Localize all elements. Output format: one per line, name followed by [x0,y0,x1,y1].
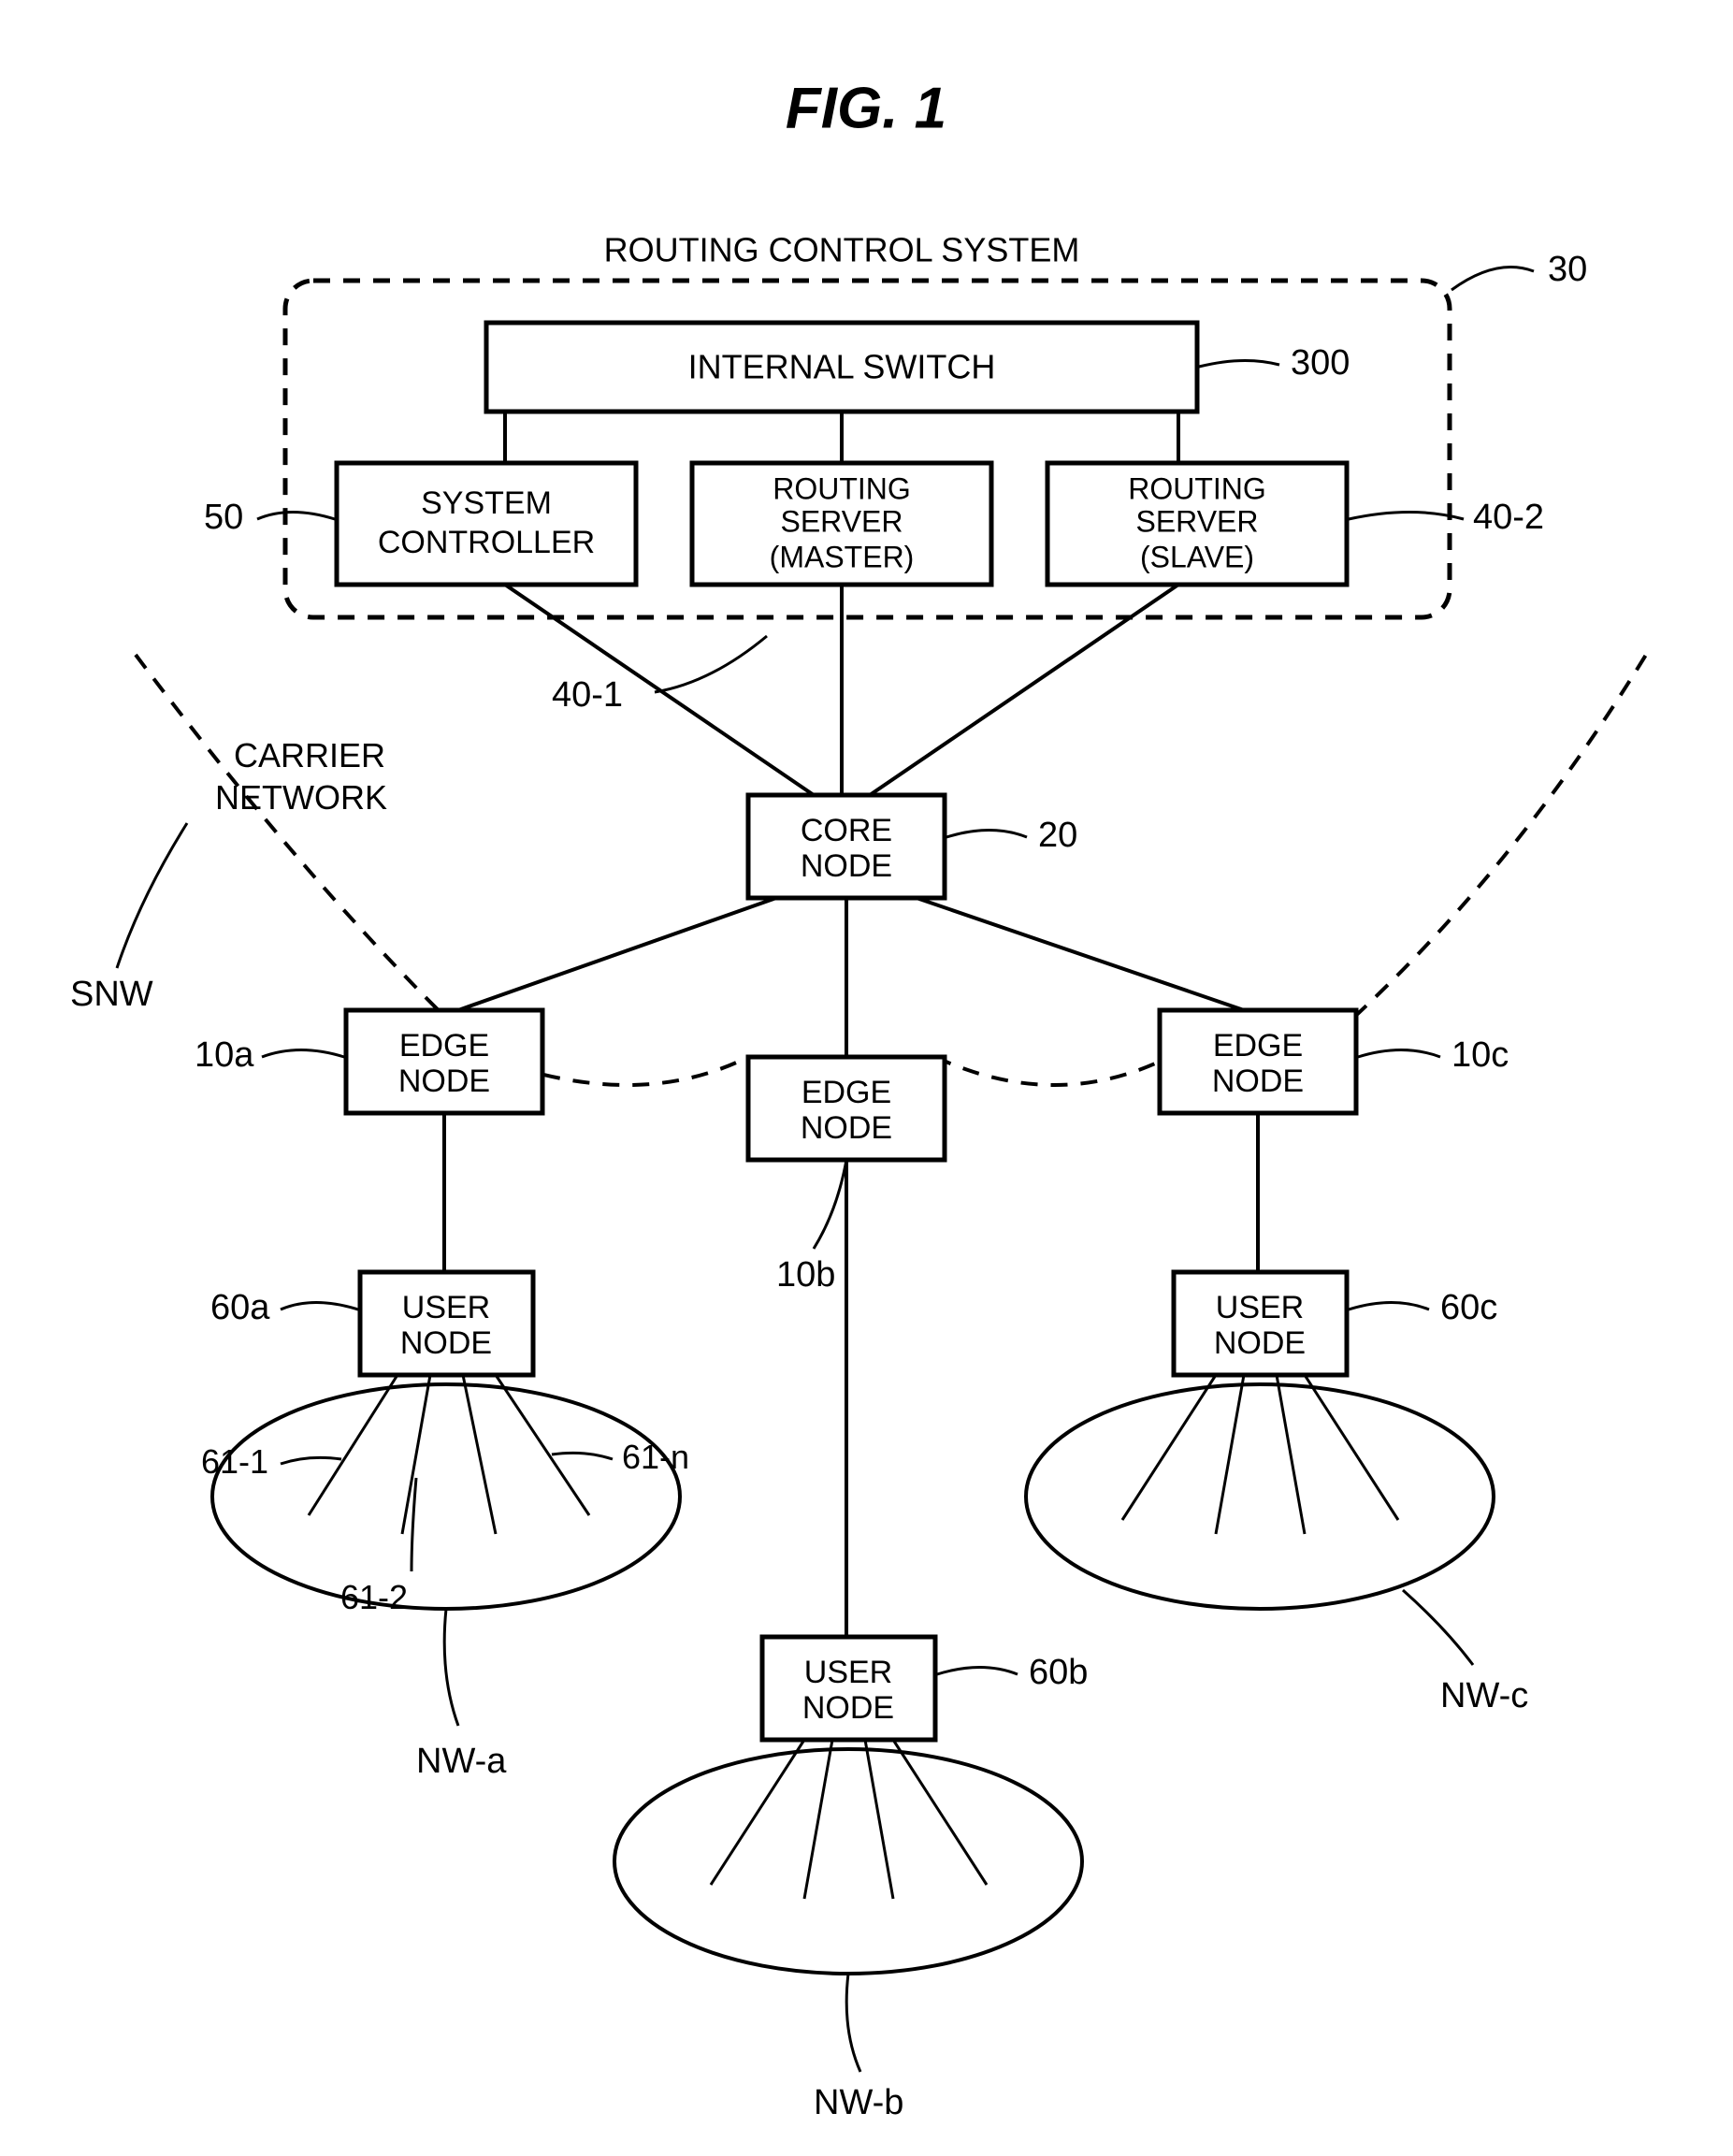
figure-title: FIG. 1 [786,76,946,140]
ref-snw: SNW [70,975,153,1014]
user-b-label-1: USER [804,1655,892,1690]
system-controller-label-2: CONTROLLER [378,525,595,560]
routing-system-title: ROUTING CONTROL SYSTEM [604,231,1080,269]
user-b-label-2: NODE [802,1690,894,1726]
routing-slave-label-2: SERVER [1135,504,1258,538]
internal-switch-label: INTERNAL SWITCH [688,348,996,386]
ref-20: 20 [1038,816,1077,855]
conn-core-ea [458,898,776,1010]
core-node-label-2: NODE [801,848,892,884]
ref-nw-a: NW-a [416,1742,507,1781]
leader-nw-c [1403,1590,1473,1665]
edge-c-label-2: NODE [1212,1064,1304,1099]
leader-10b [814,1160,846,1249]
ref-40-2: 40-2 [1473,498,1544,537]
system-controller-label-1: SYSTEM [421,485,552,521]
user-a-label-2: NODE [400,1325,492,1361]
edge-a-label-2: NODE [398,1064,490,1099]
leader-60b [937,1668,1018,1675]
routing-slave-label-3: (SLAVE) [1140,540,1254,573]
leader-10c [1358,1050,1440,1058]
ref-300: 300 [1291,343,1350,383]
core-node-label-1: CORE [801,813,892,848]
user-c-label-1: USER [1216,1290,1304,1325]
leader-30 [1451,268,1534,291]
figure-svg: FIG. 1 ROUTING CONTROL SYSTEM 30 INTERNA… [0,0,1733,2156]
ref-61-n: 61-n [622,1438,689,1476]
routing-master-label-1: ROUTING [773,471,911,505]
ref-60b: 60b [1029,1653,1088,1692]
edge-a-label-1: EDGE [399,1028,489,1064]
carrier-arc-left [136,655,486,1057]
ref-61-2: 61-2 [340,1578,408,1616]
ref-60a: 60a [210,1288,270,1327]
leader-300 [1199,360,1279,367]
edge-b-label-1: EDGE [802,1075,891,1110]
leader-snw [117,823,187,968]
carrier-network-label-2: NETWORK [215,778,387,817]
leader-20 [946,831,1027,838]
ref-61-1: 61-1 [201,1442,268,1481]
leader-60c [1349,1303,1429,1310]
leader-60a [281,1303,358,1310]
ref-10c: 10c [1451,1035,1509,1075]
edge-c-label-1: EDGE [1213,1028,1303,1064]
ref-nw-b: NW-b [814,2083,903,2122]
ref-60c: 60c [1440,1288,1497,1327]
conn-core-ec [917,898,1244,1010]
leader-50 [257,513,335,520]
nw-b-ellipse [614,1749,1082,1974]
nw-c-ellipse [1026,1384,1494,1609]
ref-30: 30 [1548,250,1587,289]
leader-nw-b [846,1974,860,2072]
carrier-arc-mid2 [935,1057,1169,1085]
leader-10a [262,1050,344,1058]
ref-10b: 10b [776,1255,835,1295]
ref-10a: 10a [195,1035,254,1075]
user-a-label-1: USER [402,1290,490,1325]
ref-nw-c: NW-c [1440,1676,1528,1715]
carrier-arc-right [1309,655,1646,1057]
ref-40-1: 40-1 [552,675,623,715]
leader-40-1 [655,636,767,692]
ref-50: 50 [204,498,243,537]
routing-master-label-2: SERVER [780,504,903,538]
leader-40-2 [1349,513,1464,520]
routing-slave-label-1: ROUTING [1128,471,1266,505]
carrier-network-label-1: CARRIER [234,736,385,774]
leader-nw-a [444,1609,458,1726]
edge-b-label-2: NODE [801,1110,892,1146]
nw-a-ellipse [212,1384,680,1609]
user-c-label-2: NODE [1214,1325,1306,1361]
routing-master-label-3: (MASTER) [770,540,915,573]
